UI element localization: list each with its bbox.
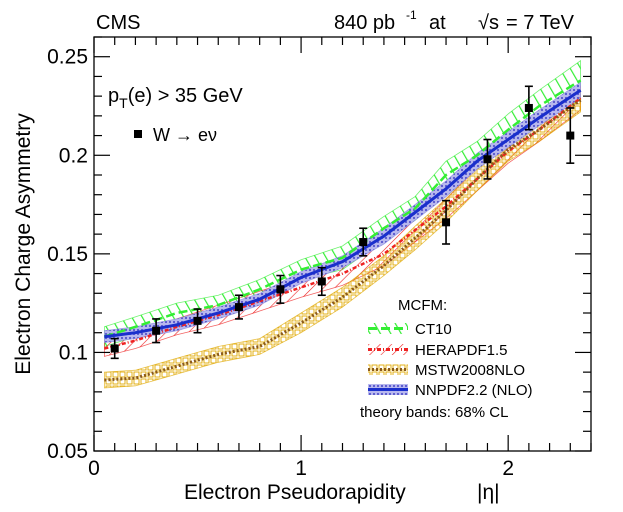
x-axis-title: Electron Pseudorapidity [184,481,406,504]
legend-mstw: MSTW2008NLO [368,362,525,379]
data-point [152,318,161,344]
data-point [193,308,202,334]
data-marker [276,285,285,294]
luminosity-label: 840 pb [334,12,395,34]
data-point [276,274,285,304]
data-point [566,107,575,164]
legend-mstw-label: MSTW2008NLO [415,362,525,379]
x-tick-label: 1 [295,457,307,480]
data-marker [110,344,119,353]
y-tick-label: 0.05 [47,440,88,463]
y-axis-title: Electron Charge Asymmetry [12,113,35,375]
data-marker [359,238,368,247]
sqrt-s-label: √s [478,12,499,34]
data-marker [483,155,492,164]
x-tick-label: 2 [502,457,514,480]
legend-nnpdf: NNPDF2.2 (NLO) [368,382,533,399]
at-label: at [429,12,446,34]
energy-label: = 7 TeV [506,12,575,34]
data-marker [234,303,243,312]
band-mstw [104,87,581,389]
data-legend-marker [134,130,142,138]
legend-hera: HERAPDF1.5 [368,342,508,359]
data-point [110,337,119,360]
legend-ct10-label: CT10 [415,321,452,338]
legend-title: MCFM: [398,297,447,314]
experiment-label: CMS [96,12,140,34]
x-axis-title-suffix: |η| [477,481,500,504]
data-point [317,266,326,297]
data-point [483,138,492,180]
legend: MCFM: CT10 HERAPDF1.5 MSTW2008NLO NNPDF2… [360,297,533,421]
data-legend-label: W → eν [153,125,217,145]
data-point [442,199,451,245]
x-tick-label: 0 [88,457,100,480]
data-point [359,227,368,257]
y-tick-label: 0.2 [59,144,88,167]
pt-cut-label: pT(e) > 35 GeV [108,85,243,111]
y-tick-label: 0.1 [59,341,88,364]
y-tick-label: 0.15 [47,243,88,266]
y-tick-label: 0.25 [47,46,88,69]
legend-hera-label: HERAPDF1.5 [415,342,508,359]
data-point [524,85,533,131]
pt-cut-sub: T [119,95,128,111]
legend-nnpdf-label: NNPDF2.2 (NLO) [415,382,533,399]
line-mstw [104,98,582,382]
data-point [234,294,243,320]
data-marker [152,326,161,335]
data-marker [524,103,533,112]
data-marker [566,131,575,140]
legend-footer: theory bands: 68% CL [360,404,508,421]
line-hera [104,97,582,350]
pt-cut-rest: (e) > 35 GeV [128,85,244,107]
pt-cut-p: p [108,85,119,107]
data-marker [193,316,202,325]
luminosity-exponent: -1 [406,8,417,22]
data-marker [317,277,326,286]
legend-ct10: CT10 [368,321,452,338]
data-marker [442,218,451,227]
